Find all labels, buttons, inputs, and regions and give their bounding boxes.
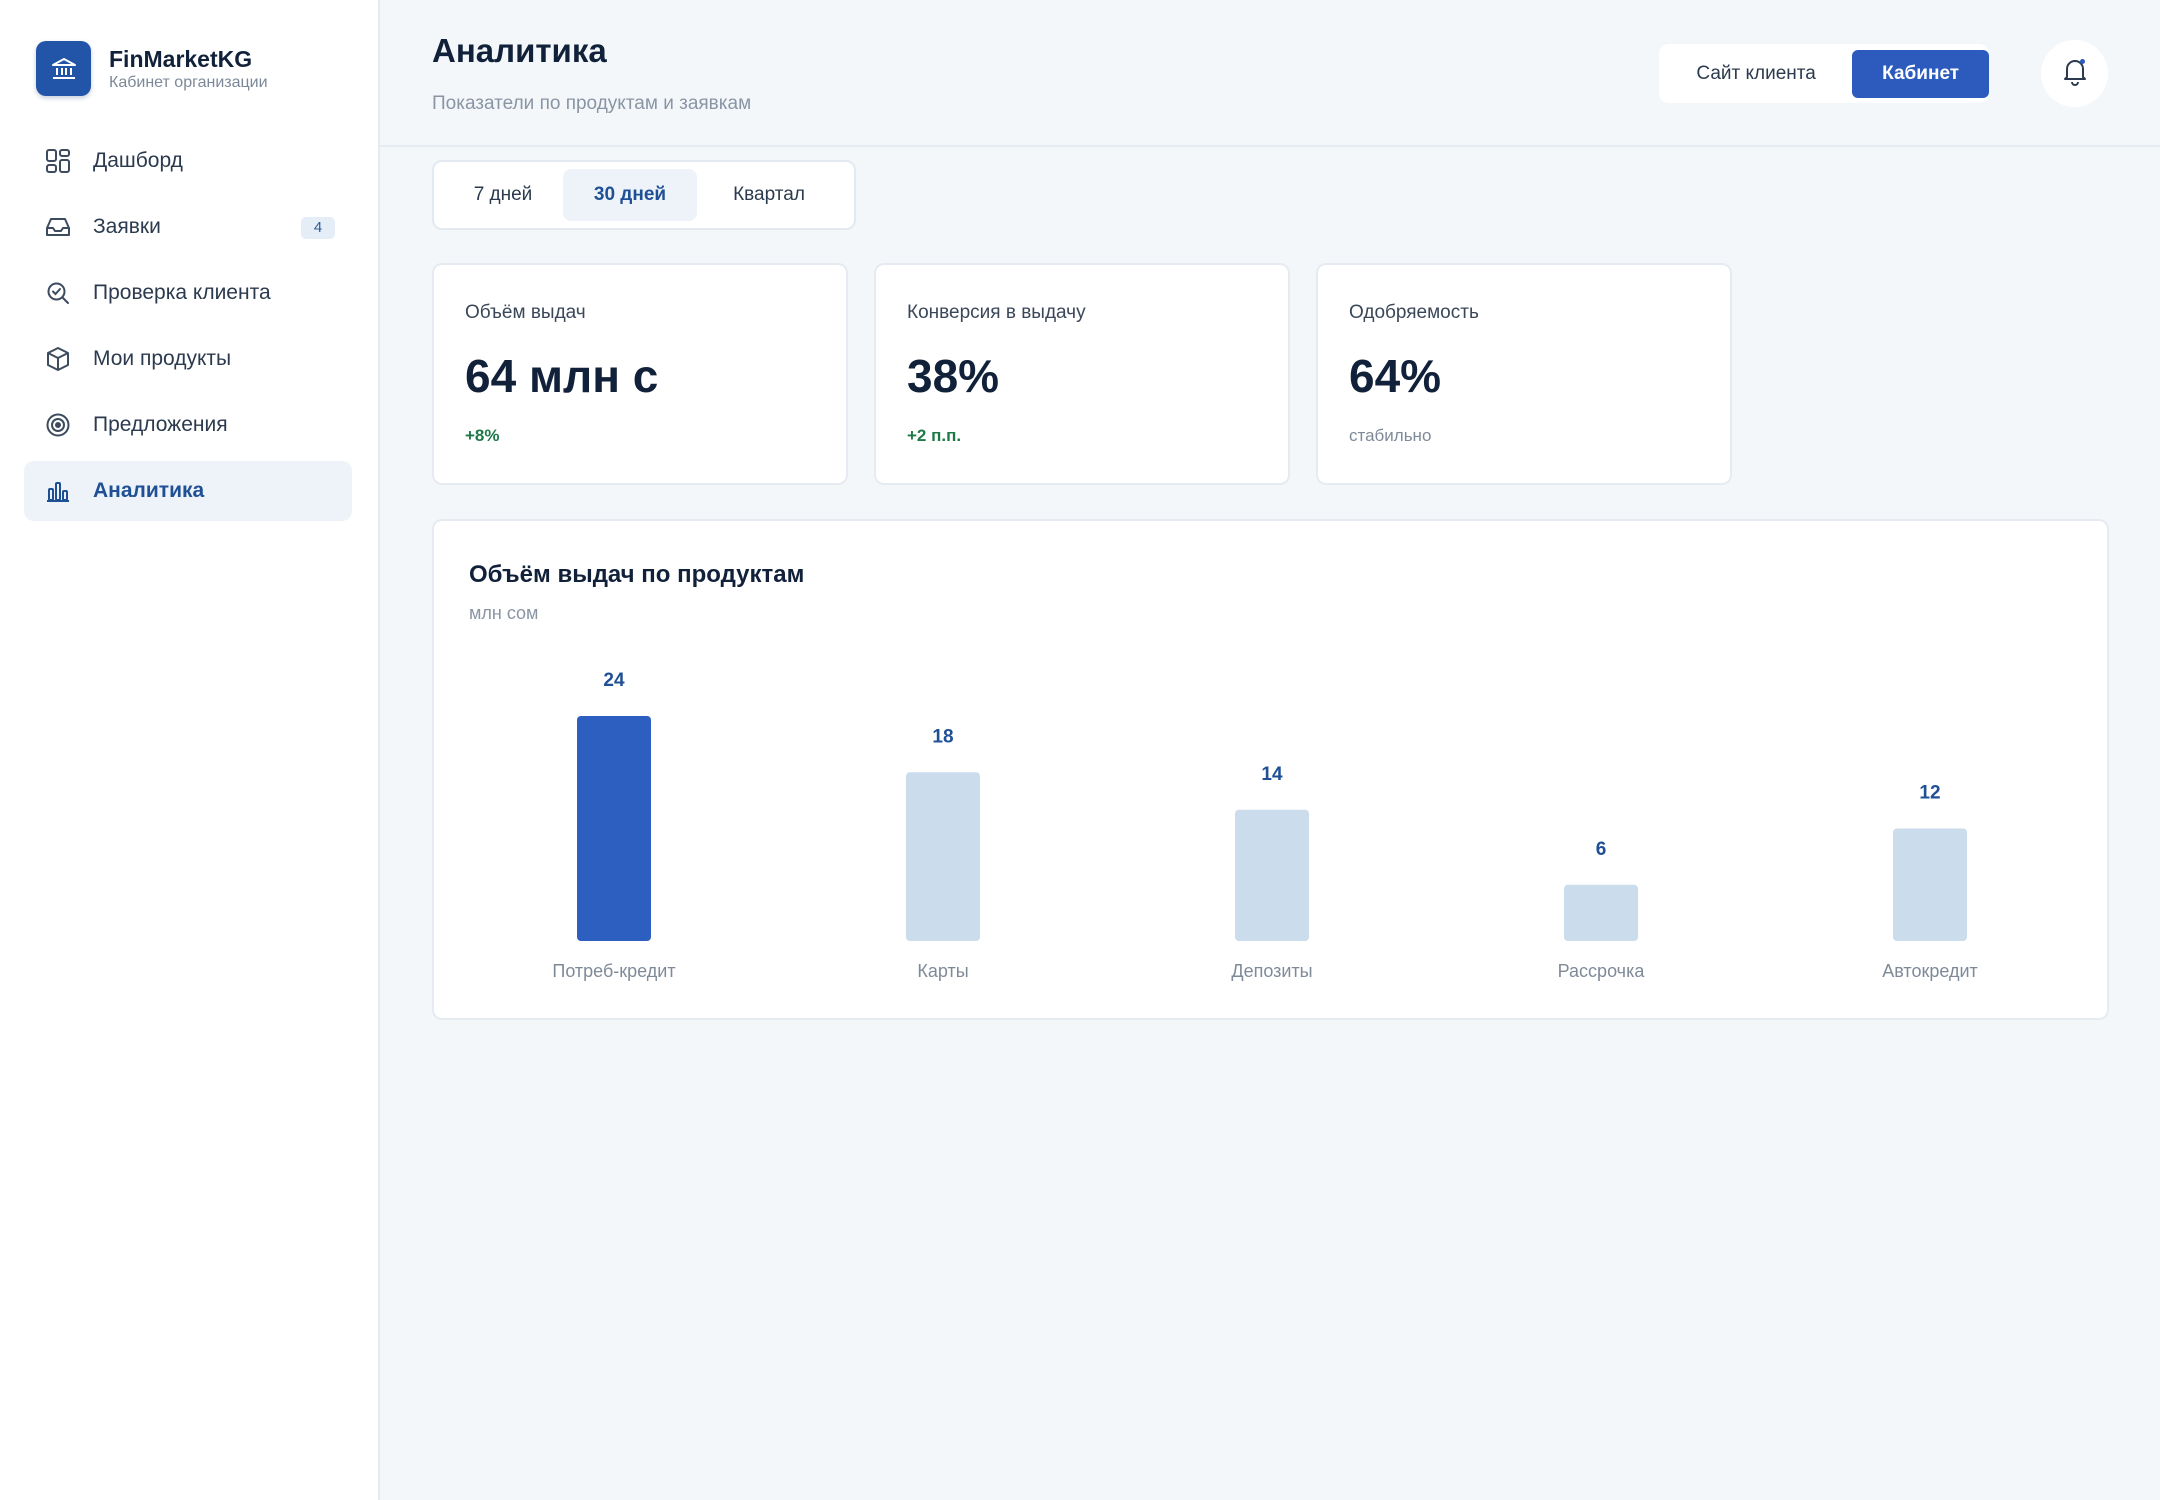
kpi-label: Объём выдач (465, 302, 586, 323)
sidebar-item-label: Предложения (93, 413, 228, 436)
cabinet-button[interactable]: Кабинет (1852, 49, 1989, 98)
tab-30-days[interactable]: 30 дней (563, 169, 697, 221)
sidebar-item-offers[interactable]: Предложения (24, 395, 352, 455)
sidebar-item-label: Мои продукты (93, 347, 232, 370)
client-site-button[interactable]: Сайт клиента (1660, 50, 1852, 98)
page-subtitle: Показатели по продуктам и заявкам (432, 93, 752, 114)
chart-data-label: 12 (1919, 783, 1940, 804)
bar-chart-icon (44, 477, 72, 505)
sidebar-item-label: Проверка клиента (93, 281, 271, 304)
tab-quarter[interactable]: Квартал (733, 184, 805, 205)
brand-name: FinMarketKG (109, 45, 253, 72)
header-actions: Сайт клиента Кабинет (1659, 44, 1989, 103)
bank-icon (36, 41, 91, 96)
kpi-value: 64% (1349, 350, 1442, 402)
bar-chart: 24 Потреб-кредит 18 Карты 14 Депозиты 6 Рассроч… (552, 670, 1978, 981)
kpi-value: 38% (907, 350, 1000, 402)
box-icon (44, 345, 72, 373)
chart-title: Объём выдач по продуктам (469, 561, 805, 588)
kpi-value: 64 млн с (465, 350, 659, 402)
kpi-label: Одобряемость (1349, 302, 1479, 323)
chart-bar[interactable] (577, 716, 651, 941)
inbox-icon (44, 213, 72, 241)
target-icon (44, 411, 72, 439)
sidebar-item-analytics[interactable]: Аналитика (24, 461, 352, 521)
sidebar-item-products[interactable]: Мои продукты (24, 329, 352, 389)
sidebar-item-label: Заявки (93, 215, 161, 238)
tab-7-days[interactable]: 7 дней (473, 184, 533, 205)
chart-bar[interactable] (1893, 828, 1967, 942)
chart-category-label: Депозиты (1231, 961, 1312, 981)
requests-count-badge: 4 (301, 217, 335, 239)
kpi-change: +8% (465, 426, 500, 445)
kpi-label: Конверсия в выдачу (907, 302, 1086, 323)
sidebar-item-client-check[interactable]: Проверка клиента (24, 263, 352, 323)
dashboard-icon (44, 147, 72, 175)
chart-category-label: Автокредит (1882, 961, 1978, 981)
period-tabs: 7 дней 30 дней Квартал (432, 160, 856, 230)
kpi-change: стабильно (1349, 426, 1432, 445)
chart-unit: млн сом (469, 603, 539, 623)
sidebar-item-label: Аналитика (93, 479, 205, 502)
chart-category-label: Рассрочка (1558, 961, 1646, 981)
chart-bar[interactable] (1235, 809, 1309, 941)
brand-subtitle: Кабинет организации (109, 73, 268, 91)
kpi-change: +2 п.п. (907, 426, 962, 445)
chart-data-label: 18 (932, 726, 953, 747)
page-title: Аналитика (432, 32, 607, 69)
chart-category-label: Карты (917, 961, 968, 981)
kpi-card-volume: Объём выдач 64 млн с +8% (432, 263, 848, 485)
bell-icon (2060, 56, 2090, 91)
sidebar-item-dashboard[interactable]: Дашборд (24, 131, 352, 191)
sidebar-item-requests[interactable]: Заявки 4 (24, 197, 352, 257)
sidebar-nav: Дашборд Заявки 4 Проверка клиента (24, 131, 352, 527)
chart-data-label: 14 (1261, 764, 1283, 785)
kpi-card-conversion: Конверсия в выдачу 38% +2 п.п. (874, 263, 1290, 485)
search-check-icon (44, 279, 72, 307)
chart-data-label: 24 (603, 670, 625, 691)
chart-card: Объём выдач по продуктам млн сом 24 Потре… (432, 519, 2109, 1020)
chart-bar[interactable] (906, 772, 980, 941)
sidebar: FinMarketKG Кабинет организации Дашборд (0, 0, 380, 1500)
chart-category-label: Потреб-кредит (552, 961, 675, 981)
chart-bar[interactable] (1564, 884, 1638, 941)
chart-data-label: 6 (1596, 839, 1607, 860)
brand[interactable]: FinMarketKG Кабинет организации (36, 41, 268, 96)
kpi-card-approval: Одобряемость 64% стабильно (1316, 263, 1732, 485)
sidebar-item-label: Дашборд (93, 149, 183, 172)
notifications-button[interactable] (2041, 40, 2108, 107)
page-header: Аналитика Показатели по продуктам и заяв… (380, 0, 2160, 147)
